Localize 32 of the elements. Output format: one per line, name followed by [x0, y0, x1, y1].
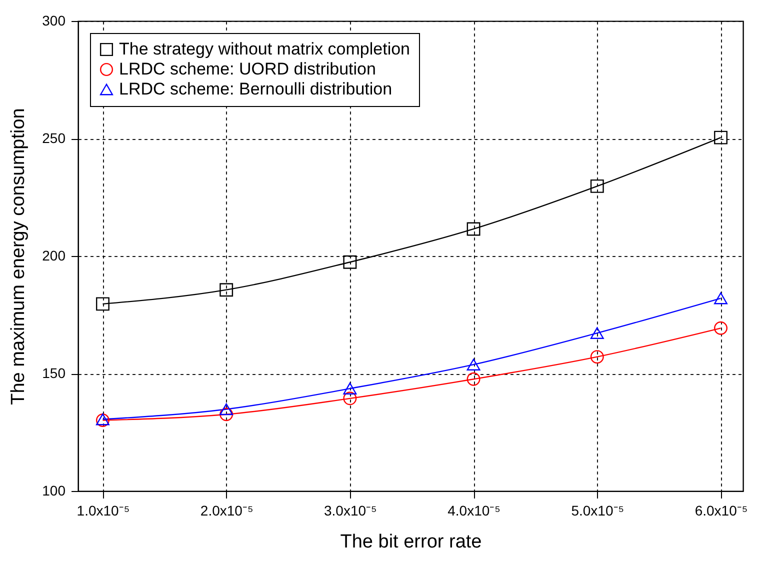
x-tick-label: 4.0x10⁻⁵ — [448, 502, 500, 518]
point — [714, 292, 728, 304]
point — [466, 358, 480, 370]
point — [220, 403, 234, 416]
point — [590, 179, 604, 193]
point — [343, 392, 357, 406]
x-tick-label: 2.0x10⁻⁵ — [200, 502, 254, 518]
point — [466, 372, 480, 386]
y-tick-label: 150 — [42, 365, 66, 381]
y-axis-title: The maximum energy consumption — [8, 108, 30, 405]
legend-label: The strategy without matrix completion — [119, 40, 410, 58]
x-tick-label: 1.0x10⁻⁵ — [76, 502, 130, 518]
y-tick-label: 250 — [42, 130, 66, 146]
legend-label: LRDC scheme: UORD distribution — [119, 60, 376, 78]
legend-label: LRDC scheme: Bernoulli distribution — [119, 80, 392, 98]
y-tick-label: 300 — [42, 12, 66, 28]
x-tick-label: 5.0x10⁻⁵ — [571, 502, 624, 518]
y-tick-label: 200 — [42, 248, 66, 264]
point — [714, 321, 728, 335]
x-tick-label: 6.0x10⁻⁵ — [694, 502, 748, 518]
point — [714, 130, 728, 144]
x-tick-label: 3.0x10⁻⁵ — [324, 502, 377, 518]
y-tick-label: 100 — [42, 482, 66, 498]
point — [220, 283, 234, 297]
point — [343, 382, 357, 394]
point — [220, 408, 234, 422]
point — [466, 222, 480, 236]
point — [590, 327, 604, 339]
point — [96, 297, 110, 311]
point — [343, 255, 357, 269]
point — [590, 350, 604, 364]
x-axis-title: The bit error rate — [340, 532, 482, 552]
